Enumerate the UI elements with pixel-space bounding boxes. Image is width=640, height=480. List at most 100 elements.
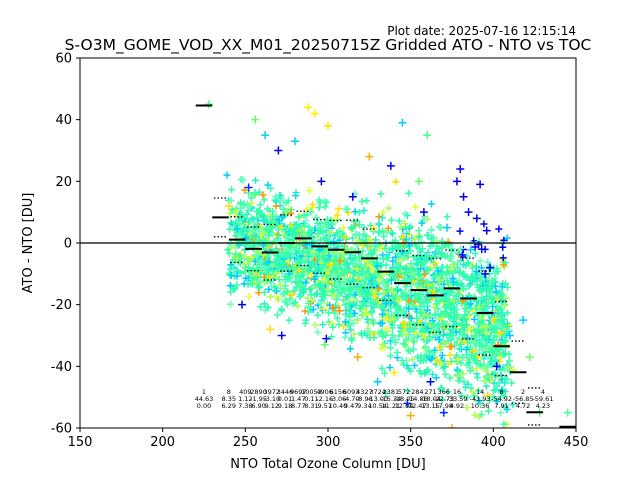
- cloud-point: [334, 281, 342, 289]
- point-cloud: [223, 171, 517, 428]
- cloud-point: [285, 316, 293, 324]
- cloud-point: [385, 295, 393, 303]
- cloud-point: [328, 229, 336, 237]
- bin-annotations: 144.630.0088.356.294091.127.382890-1.956…: [195, 388, 554, 410]
- cloud-point: [259, 191, 267, 199]
- bin-annotation-text: 17.98: [434, 402, 453, 410]
- cloud-point: [447, 342, 455, 350]
- cloud-point: [392, 285, 400, 293]
- cloud-point: [377, 320, 385, 328]
- scatter-point: [482, 226, 491, 235]
- cloud-point: [429, 371, 437, 379]
- cloud-point: [314, 328, 322, 336]
- cloud-point: [410, 303, 418, 311]
- bin-annotation-text: 0.00: [197, 402, 211, 410]
- cloud-point: [412, 256, 420, 264]
- cloud-point: [431, 272, 439, 280]
- cloud-point: [492, 288, 500, 296]
- cloud-point: [435, 343, 443, 351]
- bin-annotation-text: 2: [521, 388, 525, 396]
- cloud-point: [302, 279, 310, 287]
- cloud-point: [355, 208, 363, 216]
- cloud-point: [464, 259, 472, 267]
- cloud-point: [454, 249, 462, 257]
- cloud-point: [424, 311, 432, 319]
- cloud-point: [497, 409, 505, 417]
- cloud-point: [500, 392, 508, 400]
- cloud-point: [437, 384, 445, 392]
- cloud-point: [341, 261, 349, 269]
- cloud-point: [485, 336, 493, 344]
- cloud-point: [486, 285, 494, 293]
- cloud-point: [342, 306, 350, 314]
- scatter-point: [353, 353, 362, 362]
- cloud-point: [387, 216, 395, 224]
- cloud-point: [357, 304, 365, 312]
- scatter-point: [204, 100, 213, 109]
- cloud-point: [497, 329, 505, 337]
- cloud-point: [329, 323, 337, 331]
- cloud-point: [316, 246, 324, 254]
- cloud-point: [354, 275, 362, 283]
- cloud-point: [350, 276, 358, 284]
- cloud-point: [467, 275, 475, 283]
- scatter-point: [310, 109, 319, 118]
- cloud-point: [476, 257, 484, 265]
- scatter-point: [472, 214, 481, 223]
- cloud-point: [345, 285, 353, 293]
- bin-annotation-text: -18.05: [394, 395, 415, 403]
- cloud-point: [490, 379, 498, 387]
- cloud-point: [405, 189, 413, 197]
- scatter-point: [266, 325, 275, 334]
- cloud-point: [379, 208, 387, 216]
- cloud-point: [465, 359, 473, 367]
- cloud-point: [320, 305, 328, 313]
- cloud-point: [361, 310, 369, 318]
- cloud-point: [486, 291, 494, 299]
- scatter-point: [274, 146, 283, 155]
- cloud-point: [226, 225, 234, 233]
- cloud-point: [330, 270, 338, 278]
- cloud-point: [420, 335, 428, 343]
- cloud-point: [261, 264, 269, 272]
- cloud-point: [329, 251, 337, 259]
- cloud-point: [411, 203, 419, 211]
- cloud-point: [429, 317, 437, 325]
- bin-annotation-text: 3446: [277, 388, 294, 396]
- cloud-point: [362, 232, 370, 240]
- scatter-point: [505, 331, 514, 340]
- cloud-point: [415, 244, 423, 252]
- cloud-point: [383, 277, 391, 285]
- chart-title: S-O3M_GOME_VOD_XX_M01_20250715Z Gridded …: [65, 36, 592, 55]
- cloud-point: [503, 405, 511, 413]
- scatter-point: [348, 192, 357, 201]
- cloud-point: [411, 290, 419, 298]
- cloud-point: [253, 265, 261, 273]
- cloud-point: [391, 274, 399, 282]
- cloud-point: [281, 272, 289, 280]
- cloud-point: [447, 289, 455, 297]
- cloud-point: [446, 302, 454, 310]
- cloud-point: [329, 238, 337, 246]
- cloud-point: [431, 311, 439, 319]
- cloud-point: [242, 233, 250, 241]
- cloud-point: [233, 212, 241, 220]
- cloud-point: [438, 396, 446, 404]
- cloud-point: [470, 327, 478, 335]
- cloud-point: [455, 345, 463, 353]
- cloud-point: [459, 261, 467, 269]
- cloud-point: [499, 243, 507, 251]
- cloud-point: [399, 319, 407, 327]
- scatter-point: [492, 362, 501, 371]
- cloud-point: [245, 293, 253, 301]
- cloud-point: [443, 263, 451, 271]
- scatter-point: [277, 331, 286, 340]
- cloud-point: [427, 225, 435, 233]
- cloud-point: [305, 187, 313, 195]
- cloud-point: [365, 237, 373, 245]
- cloud-point: [346, 254, 354, 262]
- scatter-point: [403, 399, 412, 408]
- cloud-point: [471, 249, 479, 257]
- cloud-point: [487, 358, 495, 366]
- cloud-point: [471, 243, 479, 251]
